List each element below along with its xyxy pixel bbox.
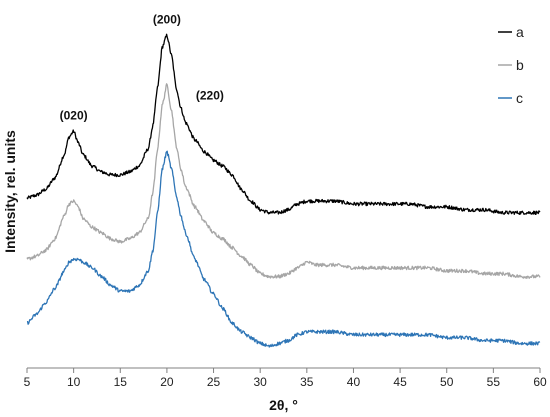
x-tick-label: 30 — [254, 375, 268, 389]
series-line-a — [26, 33, 541, 216]
x-tick-label: 15 — [114, 375, 128, 389]
x-tick-label: 5 — [24, 375, 31, 389]
x-tick-label: 40 — [347, 375, 361, 389]
peak-label: (220) — [196, 88, 224, 102]
x-tick-label: 35 — [300, 375, 314, 389]
legend-label: a — [516, 24, 524, 40]
legend: a b c — [498, 24, 524, 106]
x-tick-label: 25 — [207, 375, 221, 389]
y-axis-title: Intensity, rel. units — [2, 130, 18, 253]
peak-label: (200) — [153, 12, 181, 26]
x-axis-title: 2θ, ° — [269, 397, 298, 413]
x-tick-label: 10 — [67, 375, 81, 389]
series-line-b — [26, 83, 541, 279]
x-tick-label: 20 — [160, 375, 174, 389]
legend-label: b — [516, 57, 524, 73]
x-tick-label: 55 — [487, 375, 501, 389]
peak-annotations: (020) (200) (220) — [60, 12, 224, 122]
x-tick-label: 50 — [440, 375, 454, 389]
x-axis-ticks — [26, 368, 541, 373]
peak-label: (020) — [60, 108, 88, 122]
series-line-c — [26, 150, 541, 348]
series-layer — [26, 33, 541, 348]
x-tick-label: 45 — [393, 375, 407, 389]
legend-label: c — [516, 90, 523, 106]
x-axis-tick-labels: 5 10 15 20 25 30 35 40 45 50 55 60 — [24, 375, 547, 389]
x-tick-label: 60 — [533, 375, 547, 389]
